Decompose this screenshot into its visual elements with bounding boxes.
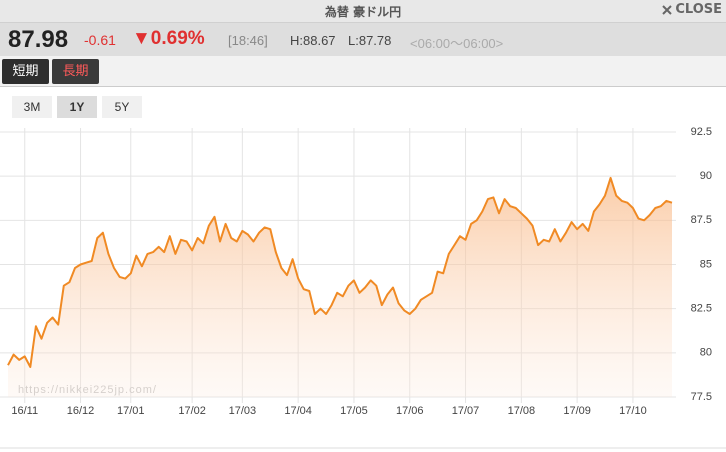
tab[interactable]: 長期: [52, 59, 99, 84]
x-tick-label: 16/12: [67, 405, 95, 417]
tab[interactable]: 短期: [2, 59, 49, 84]
x-tick-label: 17/06: [396, 405, 424, 417]
line: [7, 176, 673, 368]
change: -0.61: [84, 32, 116, 48]
x-tick-label: 17/05: [340, 405, 368, 417]
x-tick-label: 17/08: [508, 405, 536, 417]
y-tick-label: 92.5: [691, 126, 712, 138]
x-tick-label: 17/10: [619, 405, 647, 417]
change-pct: ▼0.69%: [132, 28, 205, 49]
range-button[interactable]: 5Y: [102, 96, 142, 118]
low: L:87.78: [348, 33, 392, 48]
x-tick-label: 17/09: [563, 405, 591, 417]
x-tick-label: 16/11: [11, 405, 38, 417]
x-tick-label: 17/03: [229, 405, 257, 417]
watermark: https://nikkei225jp.com/: [18, 384, 157, 396]
x-tick-label: 17/07: [452, 405, 480, 417]
quote-bar: 87.98 -0.61 ▼0.69% [18:46] H:88.67 L:87.…: [0, 23, 726, 56]
x-tick-label: 17/01: [117, 405, 145, 417]
range-button[interactable]: 3M: [12, 96, 52, 118]
area: [8, 177, 672, 397]
x-tick-label: 17/02: [178, 405, 206, 417]
tab-bar: 短期 長期: [0, 56, 726, 87]
title: 為替 豪ドル円: [324, 5, 402, 19]
y-tick-label: 77.5: [691, 391, 712, 403]
close-icon: [662, 4, 673, 15]
y-tick-label: 85: [700, 258, 712, 270]
y-tick-label: 82.5: [691, 303, 712, 315]
y-tick-label: 80: [700, 347, 712, 359]
x-tick-label: 17/04: [284, 405, 312, 417]
y-tick-label: 87.5: [691, 214, 712, 226]
close-label: CLOSE: [675, 2, 722, 17]
range-button[interactable]: 1Y: [57, 96, 97, 118]
price: 87.98: [8, 26, 69, 53]
high: H:88.67: [290, 33, 336, 48]
y-tick-label: 90: [700, 170, 712, 182]
close-button[interactable]: CLOSE: [662, 2, 722, 17]
title-bar: 為替 豪ドル円 CLOSE: [0, 0, 726, 23]
time: [18:46]: [228, 33, 268, 48]
hours: <06:00〜06:00>: [410, 36, 504, 51]
